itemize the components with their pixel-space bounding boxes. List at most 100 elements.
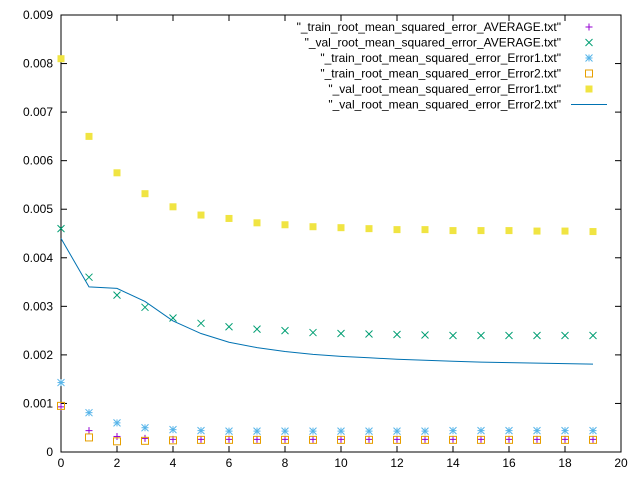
cross-stroke xyxy=(197,319,205,328)
series-layer xyxy=(57,55,597,446)
legend-entry: "_val_root_mean_squared_error_AVERAGE.tx… xyxy=(305,36,593,50)
star-stroke xyxy=(449,426,457,435)
data-point xyxy=(309,328,317,337)
data-point xyxy=(281,435,289,444)
series-5 xyxy=(60,238,594,365)
data-point xyxy=(337,435,345,443)
data-point xyxy=(57,224,65,233)
star-stroke xyxy=(421,427,429,435)
data-point xyxy=(281,221,289,229)
y-tick-label: 0.002 xyxy=(23,348,53,362)
data-point xyxy=(505,331,513,340)
data-point xyxy=(141,434,149,442)
data-point xyxy=(505,435,513,443)
data-point xyxy=(533,331,541,340)
data-point xyxy=(393,330,401,339)
x-tick-label: 12 xyxy=(390,456,404,470)
legend-label: "_val_root_mean_squared_error_AVERAGE.tx… xyxy=(305,36,561,50)
data-point xyxy=(141,423,149,432)
x-tick-label: 6 xyxy=(226,456,233,470)
data-point xyxy=(113,437,121,446)
data-point xyxy=(337,329,345,338)
data-point xyxy=(141,303,149,312)
data-point xyxy=(225,214,233,222)
cross-stroke xyxy=(477,331,485,340)
data-point xyxy=(421,226,429,234)
data-point xyxy=(449,435,457,444)
cross-stroke xyxy=(253,325,261,334)
x-tick-label: 0 xyxy=(58,456,65,470)
x-tick-label: 18 xyxy=(558,456,572,470)
star-stroke xyxy=(365,427,373,435)
data-point xyxy=(281,326,289,335)
x-tick-label: 10 xyxy=(334,456,348,470)
y-tick-label: 0.005 xyxy=(23,202,53,216)
series-4 xyxy=(57,55,597,236)
data-point xyxy=(589,426,597,435)
data-point xyxy=(197,435,205,444)
x-tick-label: 2 xyxy=(114,456,121,470)
data-point xyxy=(533,435,541,444)
data-point xyxy=(561,227,569,235)
y-tick-label: 0.008 xyxy=(23,57,53,71)
cross-stroke xyxy=(309,328,317,337)
cross-stroke xyxy=(561,331,569,340)
data-point xyxy=(477,426,485,435)
data-point xyxy=(169,314,177,322)
star-stroke xyxy=(281,427,289,435)
cross-stroke xyxy=(449,331,457,340)
data-point xyxy=(505,426,513,435)
data-point xyxy=(197,426,205,435)
data-point xyxy=(589,435,597,444)
legend-label: "_train_root_mean_squared_error_Error1.t… xyxy=(320,51,561,65)
y-tick-label: 0 xyxy=(46,445,53,459)
star-stroke xyxy=(309,427,317,435)
star-stroke xyxy=(85,408,93,417)
series-line xyxy=(60,238,594,365)
data-point xyxy=(421,435,429,444)
star-stroke xyxy=(253,427,261,435)
legend-entry: "_val_root_mean_squared_error_Error2.txt… xyxy=(328,98,607,112)
x-tick-label: 8 xyxy=(282,456,289,470)
star-stroke xyxy=(197,426,205,435)
data-point xyxy=(281,435,289,443)
legend-entry: "_val_root_mean_squared_error_Error1.txt… xyxy=(328,82,593,96)
data-point xyxy=(225,435,233,443)
legend-marker xyxy=(585,38,593,47)
data-point xyxy=(365,435,373,444)
data-point xyxy=(393,427,401,435)
data-point xyxy=(253,427,261,435)
data-point xyxy=(477,331,485,340)
data-point xyxy=(589,435,597,443)
series-2 xyxy=(57,378,597,435)
data-point xyxy=(309,435,317,444)
star-stroke xyxy=(169,425,177,434)
data-point xyxy=(477,435,485,444)
cross-stroke xyxy=(141,303,149,312)
star-stroke xyxy=(225,427,233,435)
y-tick-label: 0.009 xyxy=(23,8,53,22)
data-point xyxy=(253,325,261,334)
data-point xyxy=(421,427,429,435)
data-point xyxy=(505,227,513,235)
series-0 xyxy=(57,403,597,443)
cross-stroke xyxy=(421,331,429,339)
data-point xyxy=(561,435,569,444)
legend-marker xyxy=(585,69,593,78)
cross-stroke xyxy=(113,291,121,300)
data-point xyxy=(253,435,261,443)
legend: "_train_root_mean_squared_error_AVERAGE.… xyxy=(297,20,607,112)
data-point xyxy=(393,226,401,234)
star-stroke xyxy=(561,426,569,435)
legend-label: "_val_root_mean_squared_error_Error1.txt… xyxy=(328,82,561,96)
cross-stroke xyxy=(281,326,289,335)
data-point xyxy=(449,435,457,443)
cross-stroke xyxy=(337,329,345,338)
x-tick-label: 20 xyxy=(614,456,628,470)
data-point xyxy=(169,203,177,211)
data-point xyxy=(197,211,205,219)
data-point xyxy=(253,219,261,227)
cross-stroke xyxy=(585,38,593,47)
star-stroke xyxy=(589,426,597,435)
